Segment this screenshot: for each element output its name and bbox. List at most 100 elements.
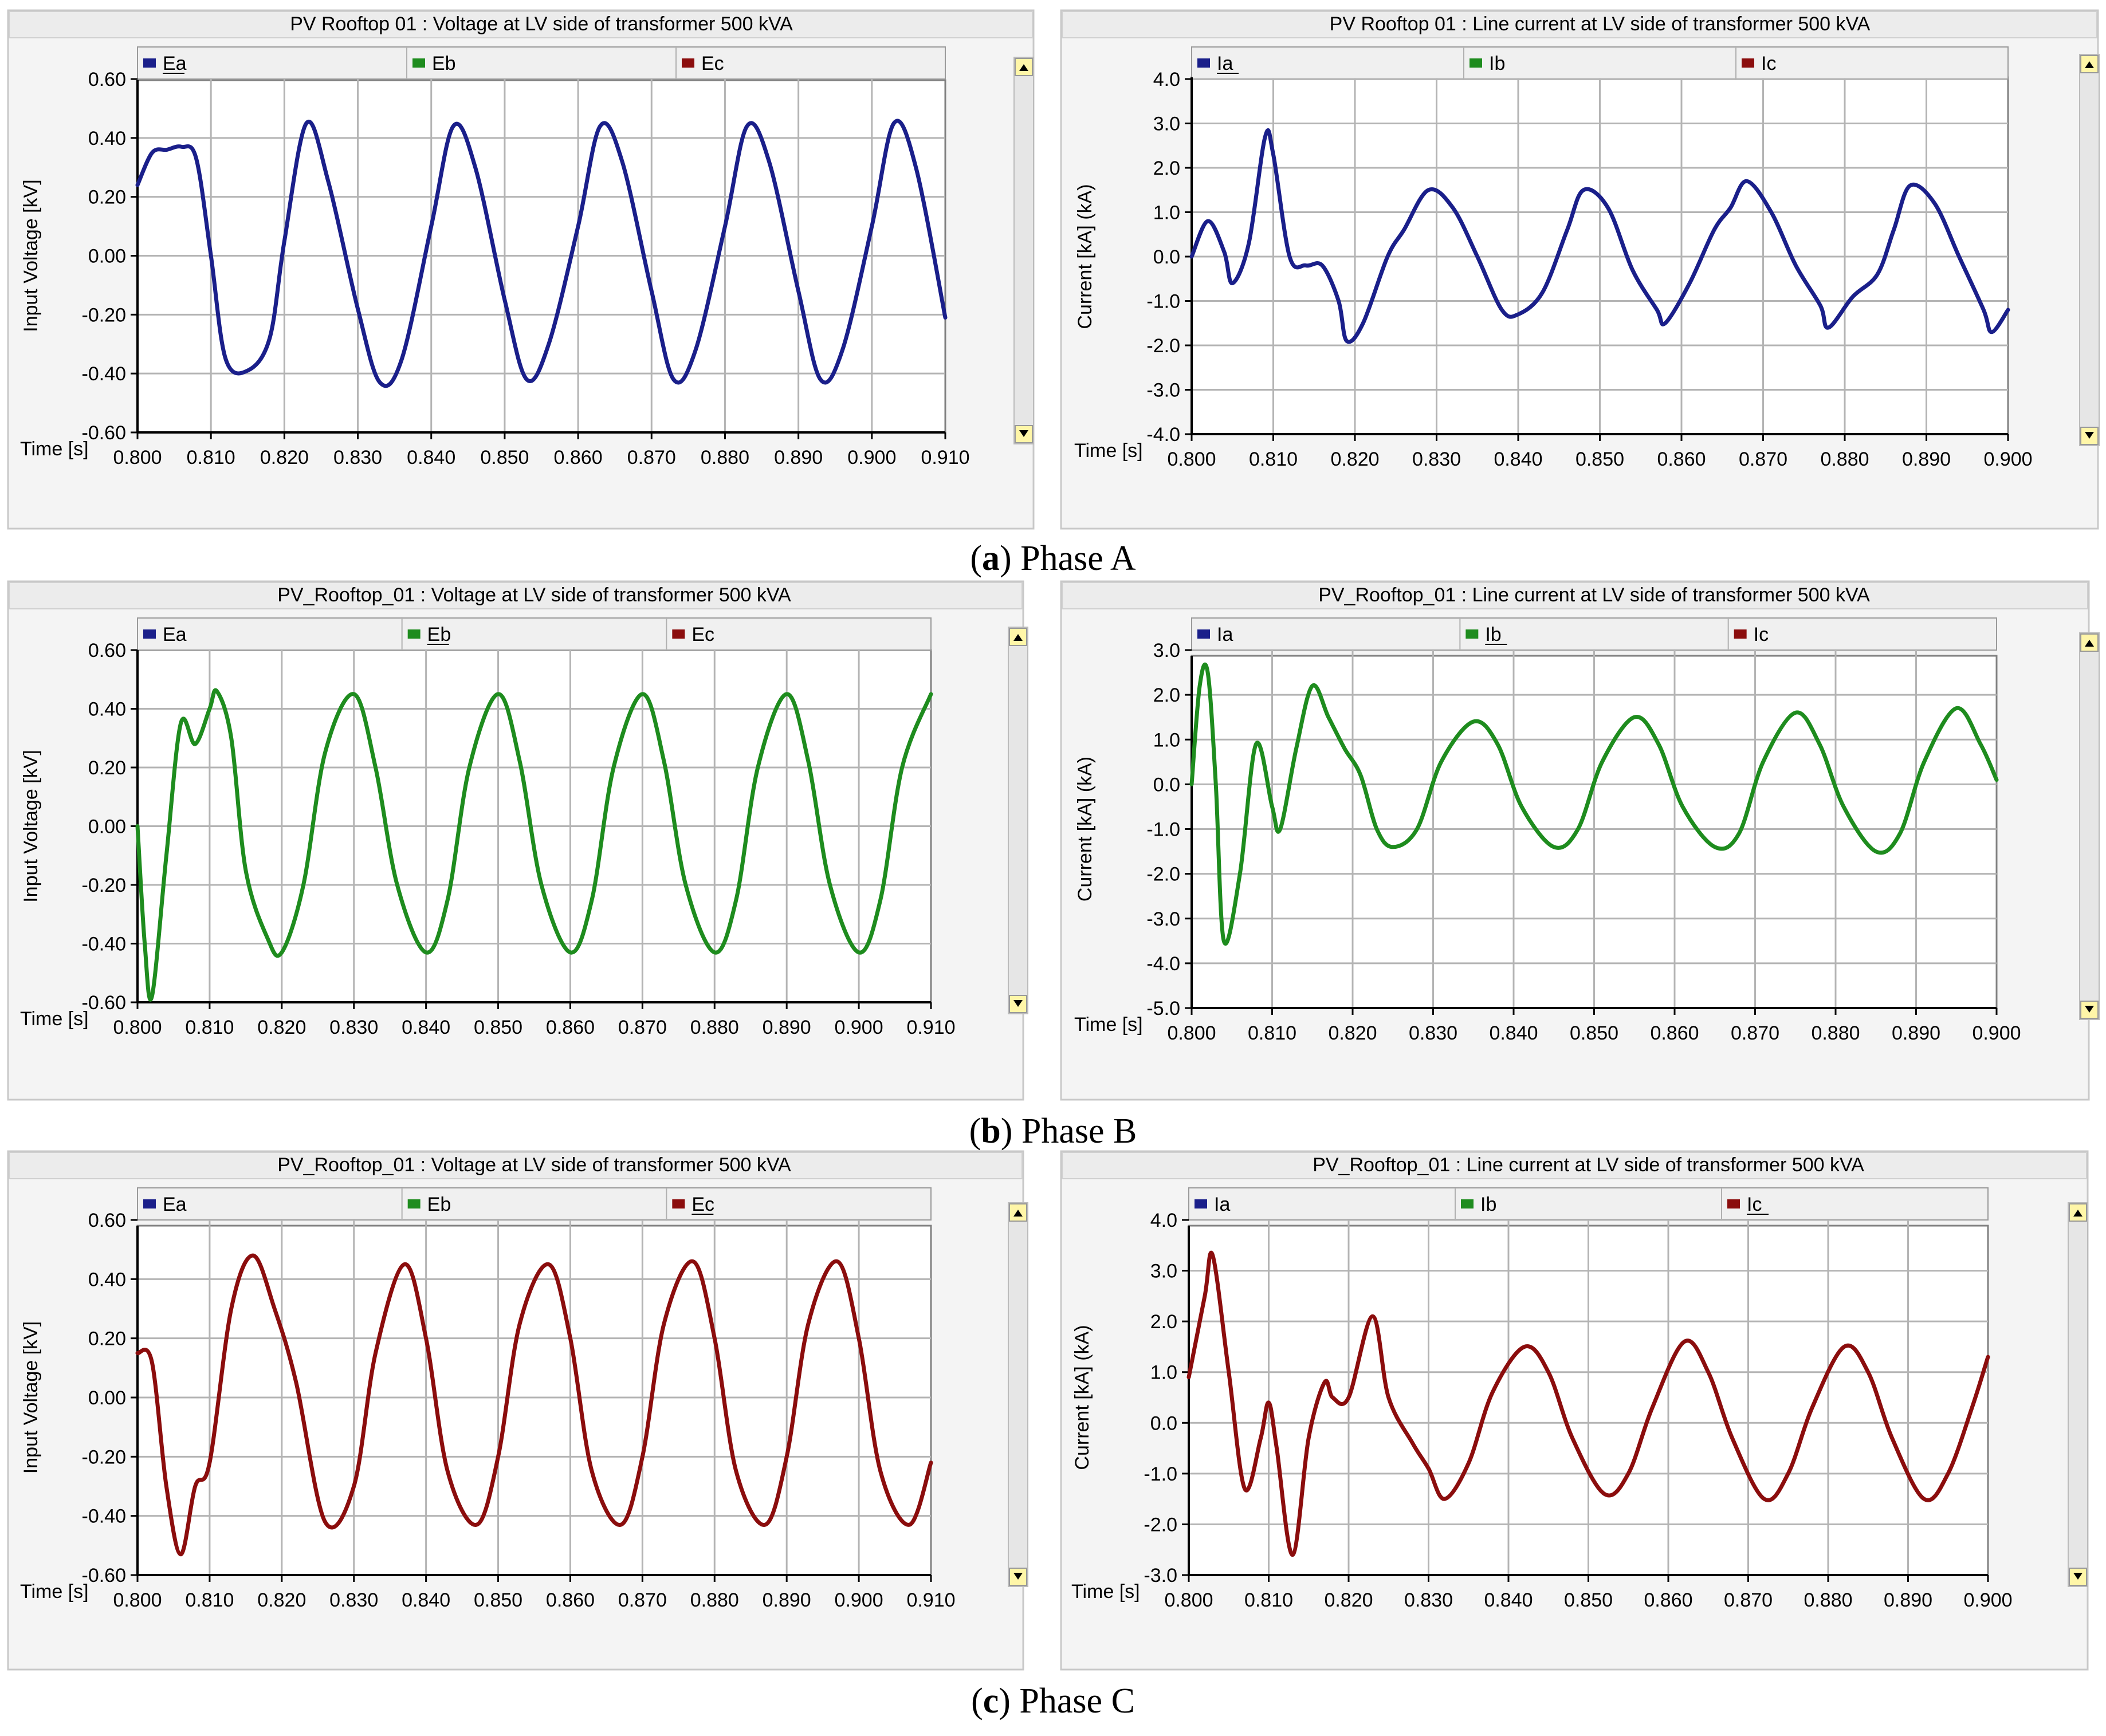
x-tick-label: 0.900 bbox=[835, 1589, 883, 1611]
x-tick-label: 0.840 bbox=[1494, 448, 1542, 470]
legend-swatch-ec bbox=[672, 629, 685, 639]
y-tick-label: 4.0 bbox=[1153, 69, 1180, 90]
legend-item-ib[interactable]: Ib bbox=[1489, 53, 1505, 74]
legend-item-ib[interactable]: Ib bbox=[1480, 1194, 1496, 1215]
x-tick-label: 0.840 bbox=[402, 1589, 450, 1611]
vertical-scrollbar[interactable] bbox=[1008, 1202, 1028, 1587]
x-tick-label: 0.830 bbox=[1409, 1022, 1457, 1044]
legend-bar bbox=[1191, 46, 2009, 80]
legend-item-ic[interactable]: Ic bbox=[1747, 1194, 1762, 1215]
y-tick-label: 3.0 bbox=[1153, 113, 1180, 135]
y-tick-label: -0.20 bbox=[82, 875, 127, 896]
chart-panel-1: PV Rooftop 01 : Line current at LV side … bbox=[1060, 9, 2100, 530]
legend-item-ia[interactable]: Ia bbox=[1217, 624, 1233, 645]
x-tick-label: 0.800 bbox=[1164, 1589, 1213, 1611]
x-tick-label: 0.870 bbox=[618, 1017, 667, 1038]
caption-b: (b) Phase B bbox=[969, 1112, 1137, 1151]
x-tick-label: 0.880 bbox=[690, 1589, 739, 1611]
y-tick-label: 0.20 bbox=[88, 757, 126, 779]
x-tick-label: 0.890 bbox=[763, 1589, 811, 1611]
vertical-scrollbar[interactable] bbox=[2068, 1202, 2088, 1587]
y-tick-label: -0.40 bbox=[82, 1506, 127, 1528]
x-tick-label: 0.840 bbox=[407, 447, 455, 469]
x-axis-label: Time [s] bbox=[20, 1008, 89, 1030]
legend-item-ib[interactable]: Ib bbox=[1485, 624, 1501, 645]
legend-item-ec[interactable]: Ec bbox=[701, 53, 724, 74]
legend-swatch-ic bbox=[1727, 1199, 1740, 1208]
chart-panel-5: PV_Rooftop_01 : Line current at LV side … bbox=[1060, 1150, 2089, 1671]
scroll-down-button[interactable] bbox=[2080, 427, 2099, 445]
x-tick-label: 0.840 bbox=[1489, 1022, 1538, 1044]
legend-item-ia[interactable]: Ia bbox=[1217, 53, 1233, 74]
vertical-scrollbar[interactable] bbox=[1008, 627, 1028, 1014]
chart-title: PV Rooftop 01 : Voltage at LV side of tr… bbox=[290, 13, 793, 35]
x-tick-label: 0.860 bbox=[1657, 448, 1706, 470]
legend-item-ic[interactable]: Ic bbox=[1754, 624, 1769, 645]
x-tick-label: 0.800 bbox=[113, 447, 162, 469]
series-line-ec bbox=[135, 1253, 933, 1557]
y-tick-label: -0.60 bbox=[82, 992, 127, 1014]
legend-item-eb[interactable]: Eb bbox=[432, 53, 456, 74]
y-axis-label: Input Voltage [kV] bbox=[20, 750, 42, 903]
y-tick-label: 0.20 bbox=[88, 187, 126, 208]
x-tick-label: 0.890 bbox=[763, 1017, 811, 1038]
x-tick-label: 0.870 bbox=[1739, 448, 1787, 470]
series-line-ea bbox=[135, 119, 948, 388]
legend-item-ec[interactable]: Ec bbox=[691, 624, 714, 645]
y-tick-label: -3.0 bbox=[1146, 908, 1180, 930]
x-tick-label: 0.810 bbox=[1249, 448, 1298, 470]
vertical-scrollbar[interactable] bbox=[2079, 54, 2100, 446]
y-tick-label: -0.40 bbox=[82, 363, 127, 385]
legend-item-ea[interactable]: Ea bbox=[163, 1194, 187, 1215]
x-tick-label: 0.900 bbox=[847, 447, 896, 469]
chart-panel-4: PV_Rooftop_01 : Voltage at LV side of tr… bbox=[7, 1150, 1028, 1671]
y-tick-label: 0.40 bbox=[88, 128, 126, 149]
y-tick-label: -2.0 bbox=[1146, 864, 1180, 885]
legend-swatch-ec bbox=[672, 1199, 685, 1208]
vertical-scrollbar[interactable] bbox=[1013, 57, 1034, 444]
arrow-up-icon bbox=[1019, 64, 1028, 71]
x-tick-label: 0.820 bbox=[257, 1589, 306, 1611]
x-tick-label: 0.810 bbox=[187, 447, 235, 469]
chart-title: PV_Rooftop_01 : Line current at LV side … bbox=[1318, 584, 1870, 606]
x-tick-label: 0.840 bbox=[1484, 1589, 1533, 1611]
title-bar bbox=[9, 11, 1033, 38]
y-tick-label: 1.0 bbox=[1153, 202, 1180, 224]
y-axis-label: Input Voltage [kV] bbox=[20, 1321, 42, 1474]
x-tick-label: 0.910 bbox=[921, 447, 969, 469]
y-tick-label: 2.0 bbox=[1153, 158, 1180, 179]
legend-item-ec[interactable]: Ec bbox=[691, 1194, 714, 1215]
legend-item-ic[interactable]: Ic bbox=[1761, 53, 1776, 74]
legend-bar bbox=[137, 1187, 932, 1221]
legend-item-ia[interactable]: Ia bbox=[1214, 1194, 1230, 1215]
x-tick-label: 0.880 bbox=[701, 447, 749, 469]
y-tick-label: 0.00 bbox=[88, 816, 126, 838]
legend-swatch-ib bbox=[1461, 1199, 1474, 1208]
legend-swatch-ec bbox=[682, 58, 694, 68]
legend-item-eb[interactable]: Eb bbox=[427, 624, 451, 645]
y-tick-label: -0.40 bbox=[82, 934, 127, 955]
arrow-down-icon bbox=[1013, 1573, 1023, 1580]
title-bar bbox=[9, 582, 1023, 609]
chart-panel-0: PV Rooftop 01 : Voltage at LV side of tr… bbox=[7, 9, 1035, 530]
chart-title: PV_Rooftop_01 : Voltage at LV side of tr… bbox=[277, 1154, 791, 1176]
vertical-scrollbar[interactable] bbox=[2079, 632, 2100, 1020]
chart-panel-3: PV_Rooftop_01 : Line current at LV side … bbox=[1060, 580, 2100, 1101]
legend-swatch-eb bbox=[407, 1199, 421, 1208]
chart-title: PV_Rooftop_01 : Voltage at LV side of tr… bbox=[277, 584, 791, 606]
chart-title: PV_Rooftop_01 : Line current at LV side … bbox=[1313, 1154, 1864, 1176]
legend-item-ea[interactable]: Ea bbox=[163, 53, 187, 74]
y-tick-label: -1.0 bbox=[1144, 1463, 1177, 1485]
y-tick-label: -1.0 bbox=[1146, 291, 1180, 313]
series-line-ic bbox=[1186, 1250, 1990, 1557]
legend-item-eb[interactable]: Eb bbox=[427, 1194, 451, 1215]
legend-item-ea[interactable]: Ea bbox=[163, 624, 187, 645]
y-axis-label: Current [kA] (kA) bbox=[1074, 184, 1096, 329]
legend-swatch-ia bbox=[1197, 629, 1210, 639]
legend-swatch-ib bbox=[1470, 58, 1482, 68]
x-axis-label: Time [s] bbox=[20, 438, 89, 460]
x-tick-label: 0.820 bbox=[260, 447, 309, 469]
title-bar bbox=[1062, 1152, 2087, 1179]
legend-swatch-ia bbox=[1197, 58, 1210, 68]
